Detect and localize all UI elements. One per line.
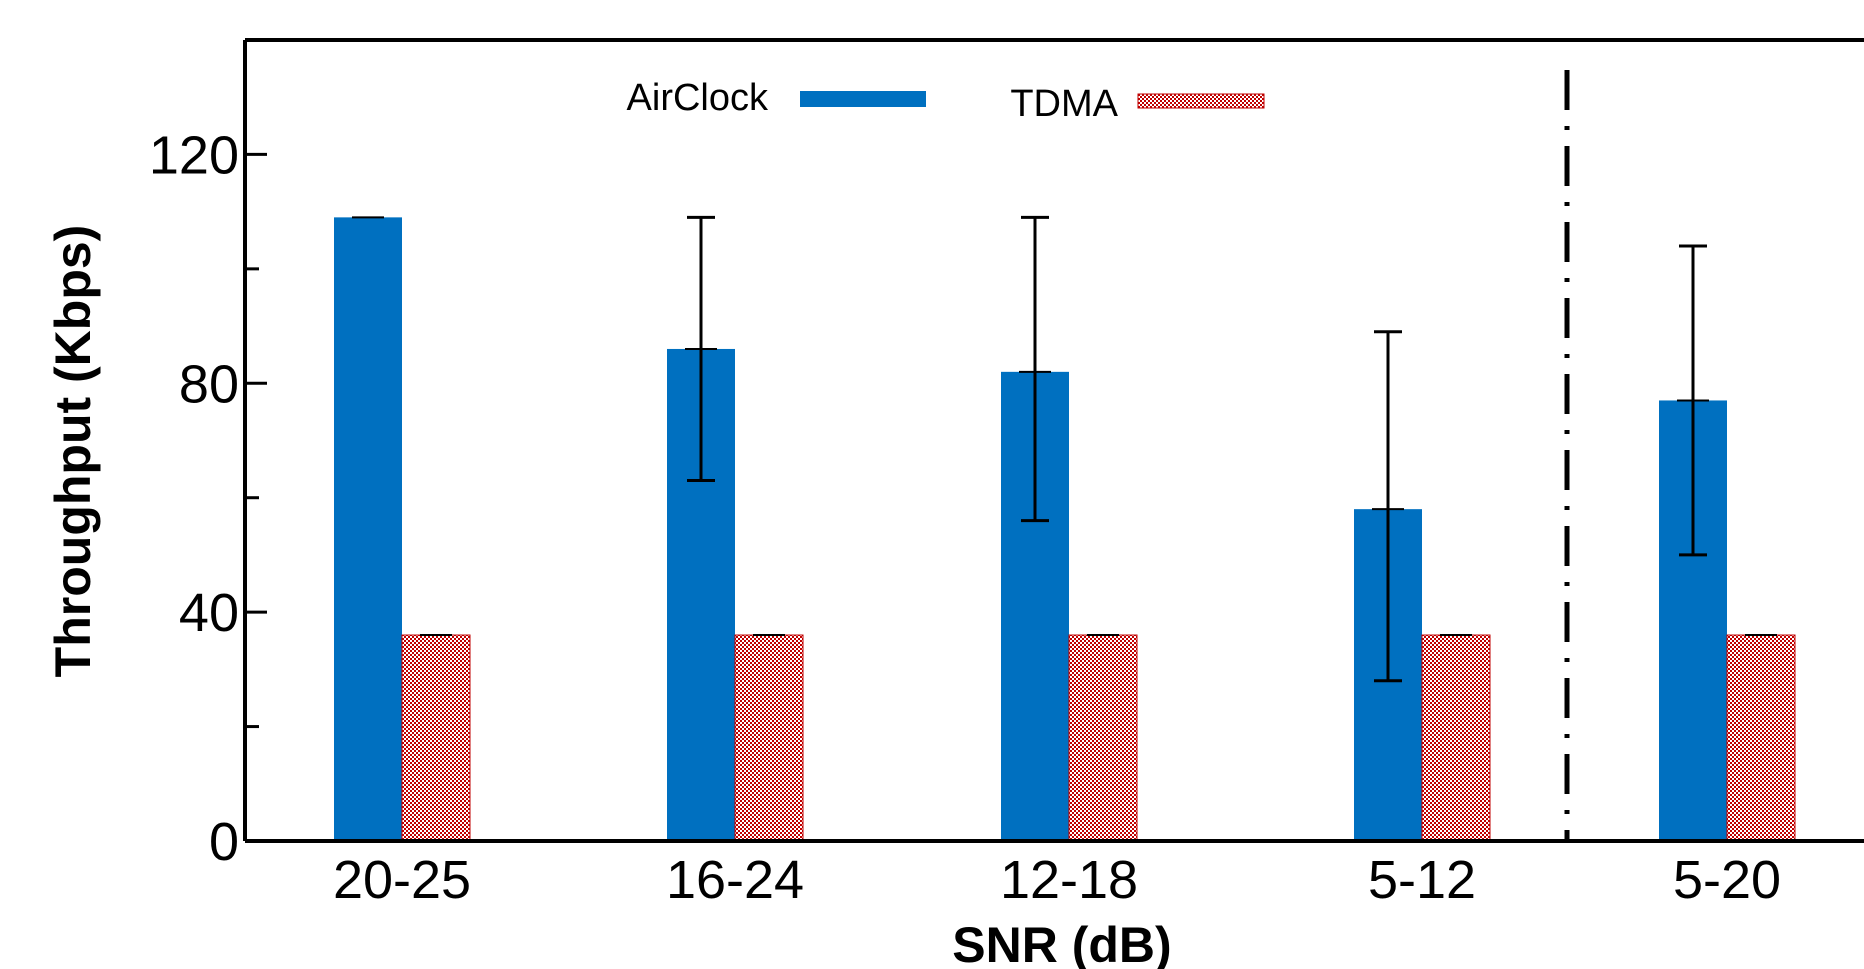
x-tick-label-20-25: 20-25 — [333, 850, 471, 910]
bar-tdma-5-20 — [1726, 634, 1796, 842]
bar-tdma-12-18 — [1068, 634, 1138, 842]
bar-tdma-20-25 — [401, 634, 471, 842]
y-tick-label-40: 40 — [179, 583, 239, 643]
axes-layer — [243, 38, 1864, 843]
y-axis-title: Throughput (Kbps) — [45, 225, 101, 678]
y-tick-label-120: 120 — [149, 125, 239, 185]
x-tick-label-5-20: 5-20 — [1673, 850, 1781, 910]
bar-tdma-5-12 — [1421, 634, 1491, 842]
x-tick-label-16-24: 16-24 — [666, 850, 804, 910]
x-tick-label-12-18: 12-18 — [1000, 850, 1138, 910]
legend-swatch-airclock — [800, 91, 926, 107]
error-bars-layer — [352, 215, 1777, 683]
y-tick-label-80: 80 — [179, 354, 239, 414]
bar-airclock-20-25 — [334, 217, 402, 842]
x-axis-title: SNR (dB) — [952, 917, 1171, 969]
legend: AirClock TDMA — [627, 77, 1265, 125]
x-tick-label-5-12: 5-12 — [1368, 850, 1476, 910]
legend-label-tdma: TDMA — [1010, 83, 1118, 125]
bars-layer — [334, 217, 1796, 842]
y-tick-label-0: 0 — [209, 812, 239, 872]
legend-swatch-tdma — [1137, 93, 1265, 109]
ticks-layer: 20-25 16-24 12-18 5-12 5-20 0 40 80 120 — [149, 125, 1781, 910]
legend-label-airclock: AirClock — [627, 77, 769, 119]
bar-tdma-16-24 — [734, 634, 804, 842]
